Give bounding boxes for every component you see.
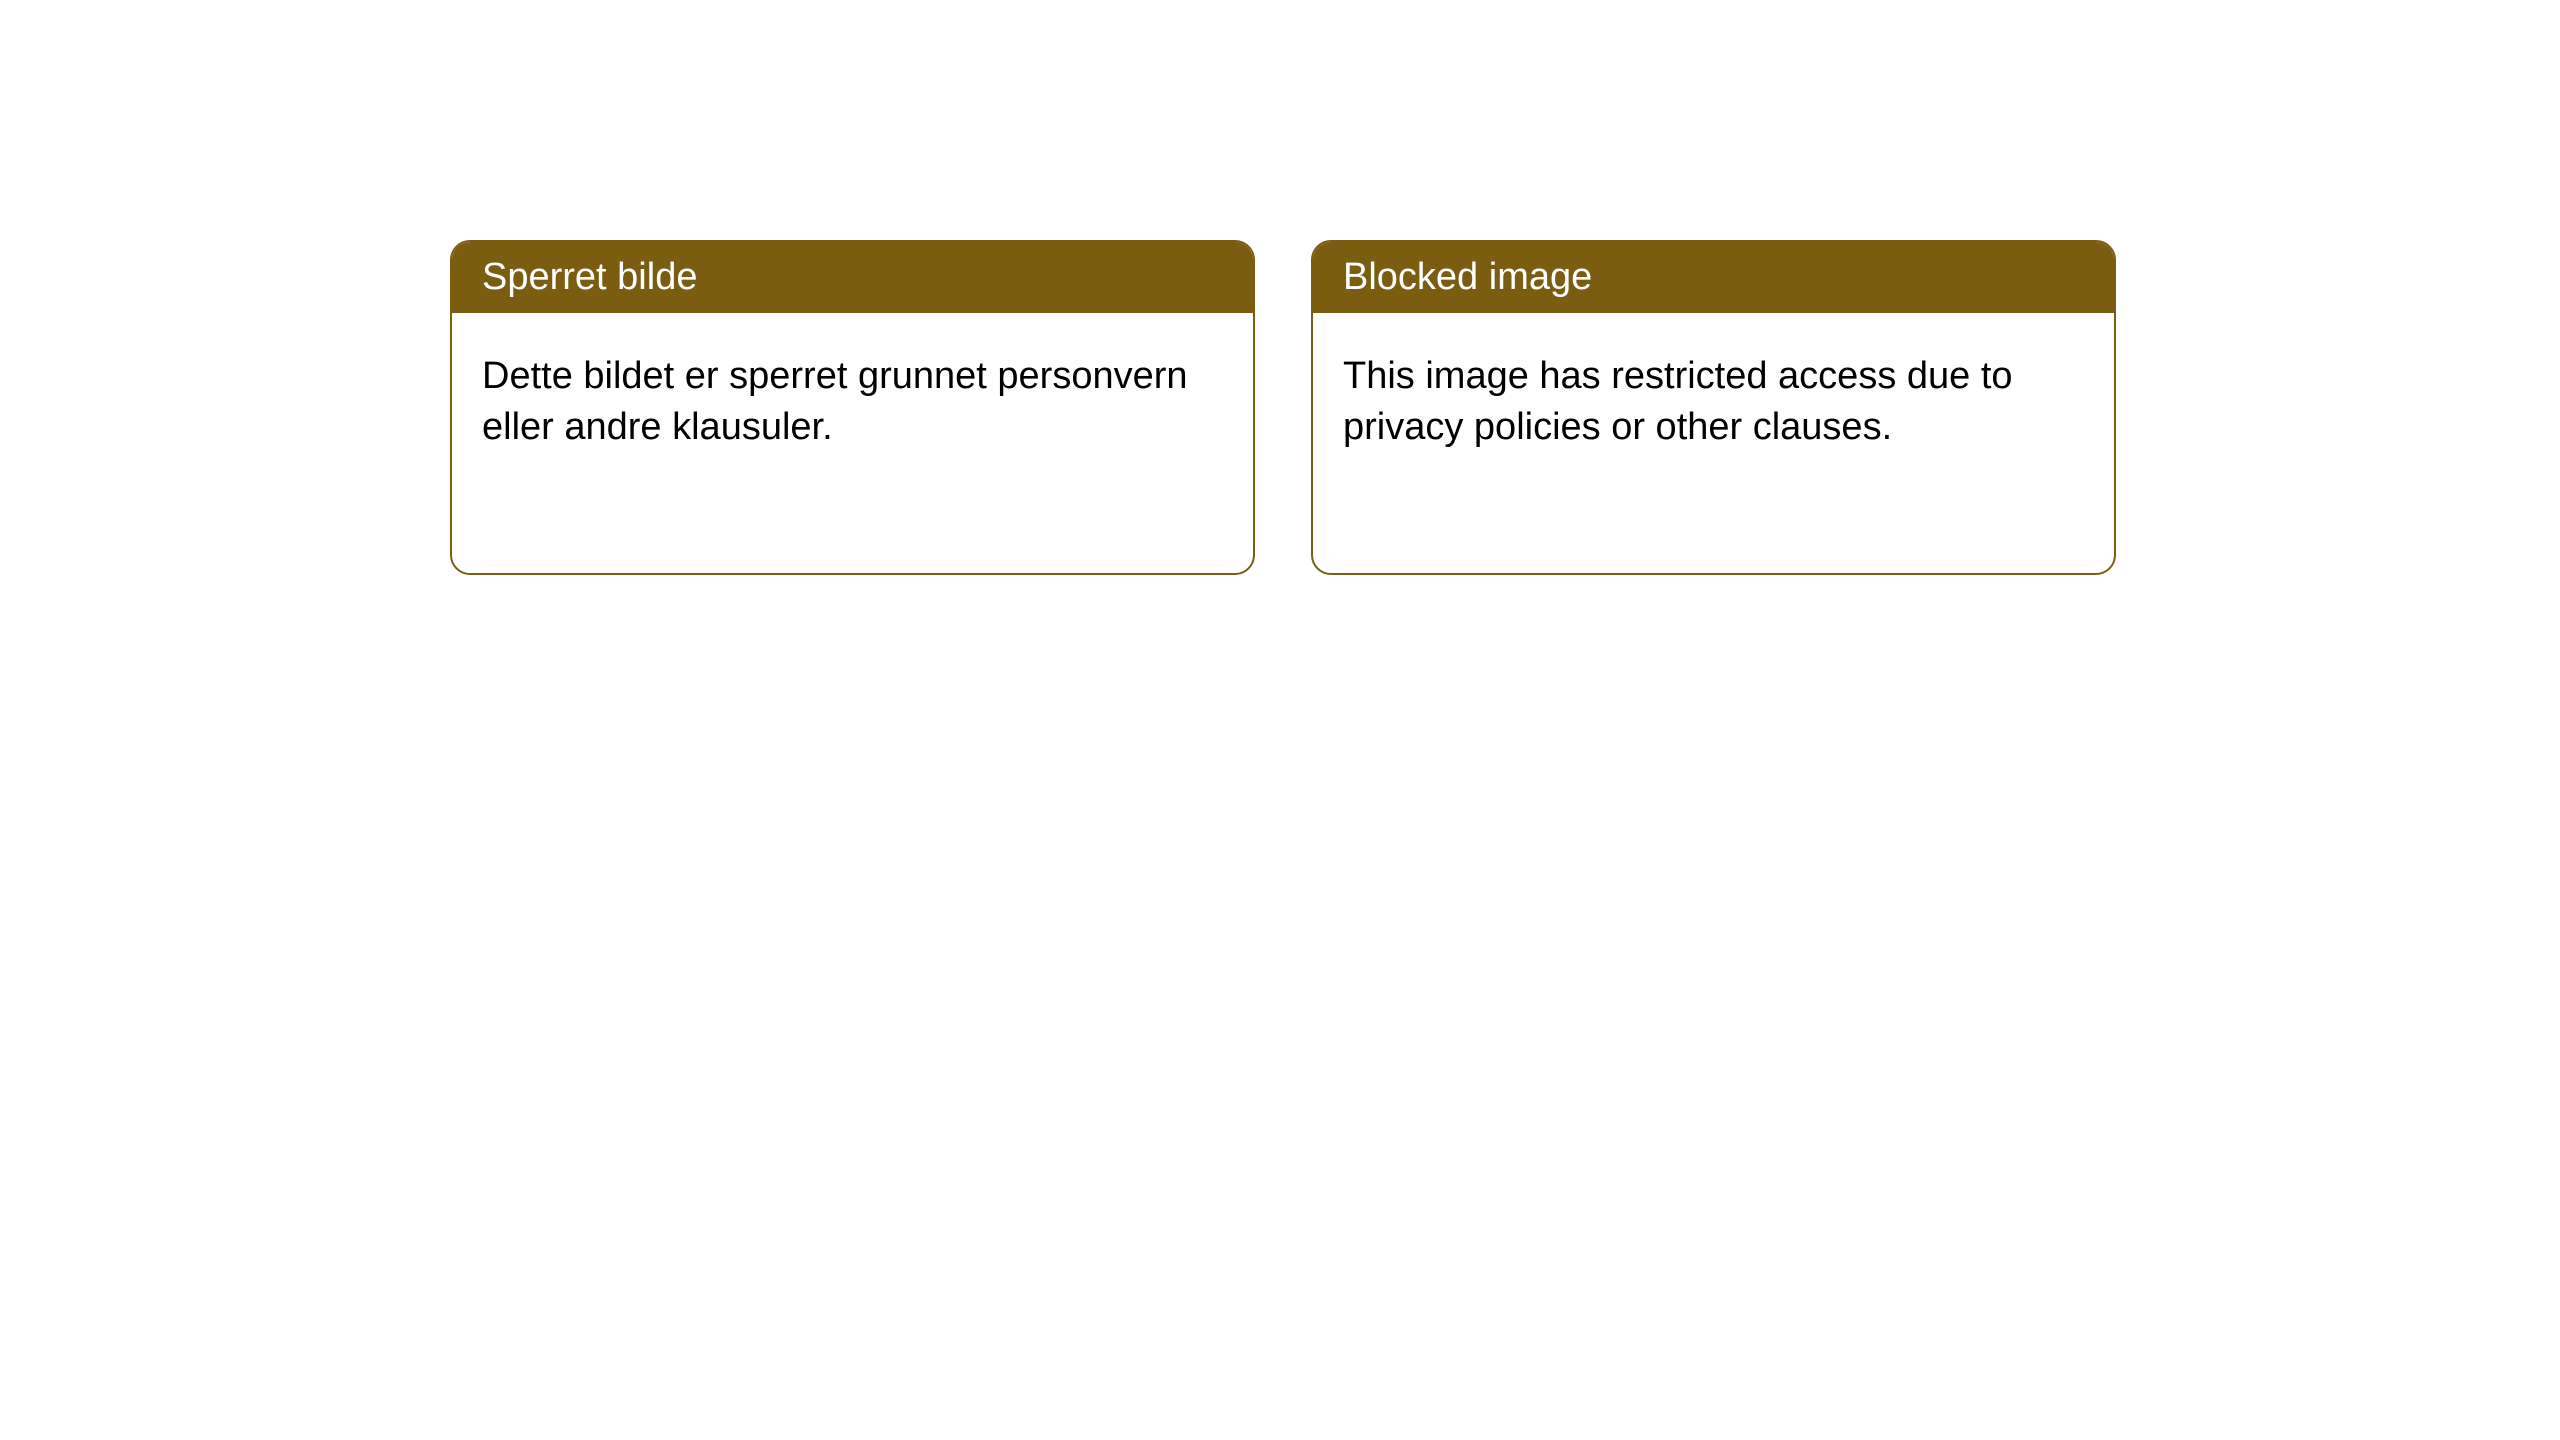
- notice-card-norwegian: Sperret bilde Dette bildet er sperret gr…: [450, 240, 1255, 575]
- notice-body: This image has restricted access due to …: [1313, 313, 2114, 492]
- notice-header-text: Sperret bilde: [482, 256, 697, 298]
- notice-body-text: This image has restricted access due to …: [1343, 355, 2013, 448]
- notice-card-english: Blocked image This image has restricted …: [1311, 240, 2116, 575]
- notice-header: Blocked image: [1313, 242, 2114, 313]
- notice-header: Sperret bilde: [452, 242, 1253, 313]
- notice-body: Dette bildet er sperret grunnet personve…: [452, 313, 1253, 492]
- notice-header-text: Blocked image: [1343, 256, 1592, 298]
- notice-container: Sperret bilde Dette bildet er sperret gr…: [450, 240, 2116, 575]
- notice-body-text: Dette bildet er sperret grunnet personve…: [482, 355, 1188, 448]
